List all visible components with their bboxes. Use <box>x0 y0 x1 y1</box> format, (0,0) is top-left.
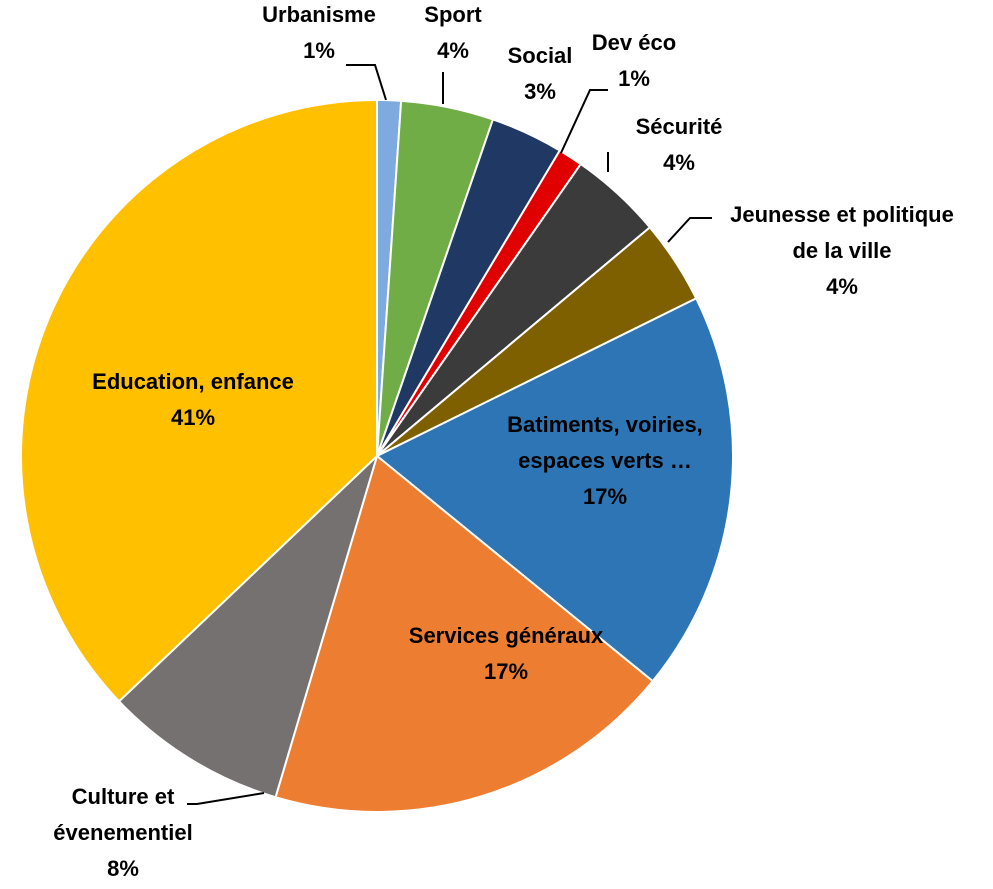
slice-percent: 1% <box>303 38 335 63</box>
slice-percent: 1% <box>618 66 650 91</box>
slice-label: Batiments, voiries, espaces verts … 17% <box>507 412 703 509</box>
slice-percent: 4% <box>663 150 695 175</box>
slice-percent: 4% <box>437 38 469 63</box>
pie-slice <box>20 98 378 703</box>
slice-name: Batiments, voiries, <box>507 412 703 437</box>
slice-name: de la ville <box>792 238 891 263</box>
slice-label: Dev éco 1% <box>592 30 676 91</box>
pie-slices <box>20 98 734 813</box>
slice-name: Sport <box>424 2 482 27</box>
slice-label: Culture et évenementiel 8% <box>53 784 192 881</box>
slice-percent: 41% <box>171 405 215 430</box>
slice-label: Sécurité 4% <box>636 114 723 175</box>
slice-name: Jeunesse et politique <box>730 202 954 227</box>
slice-percent: 17% <box>583 484 627 509</box>
slice-name: Services généraux <box>409 623 604 648</box>
leader-line <box>346 64 387 101</box>
leader-line <box>560 89 608 154</box>
leader-lines <box>187 64 712 805</box>
pie-slice <box>375 297 734 683</box>
slice-label: Services généraux 17% <box>409 623 604 684</box>
slice-name: Social <box>508 43 573 68</box>
leader-line <box>187 792 265 805</box>
slice-percent: 8% <box>107 856 139 881</box>
slice-label: Social 3% <box>508 43 573 104</box>
slice-name: Culture et <box>72 784 175 809</box>
pie-slice <box>117 452 380 799</box>
slice-name: évenementiel <box>53 820 192 845</box>
pie-slice <box>274 454 655 813</box>
slice-name: Dev éco <box>592 30 676 55</box>
slice-labels: Urbanisme 1% Sport 4% Social 3% Dev éco 1% Sécur… <box>53 2 954 881</box>
slice-percent: 4% <box>826 274 858 299</box>
slice-percent: 17% <box>484 659 528 684</box>
slice-label: Education, enfance 41% <box>92 369 294 430</box>
slice-percent: 3% <box>524 79 556 104</box>
slice-name: espaces verts … <box>518 448 692 473</box>
slice-name: Sécurité <box>636 114 723 139</box>
slice-label: Urbanisme 1% <box>262 2 376 63</box>
slice-label: Jeunesse et politique de la ville 4% <box>730 202 954 299</box>
slice-label: Sport 4% <box>424 2 482 63</box>
slice-name: Urbanisme <box>262 2 376 27</box>
slice-name: Education, enfance <box>92 369 294 394</box>
leader-line <box>667 217 712 243</box>
